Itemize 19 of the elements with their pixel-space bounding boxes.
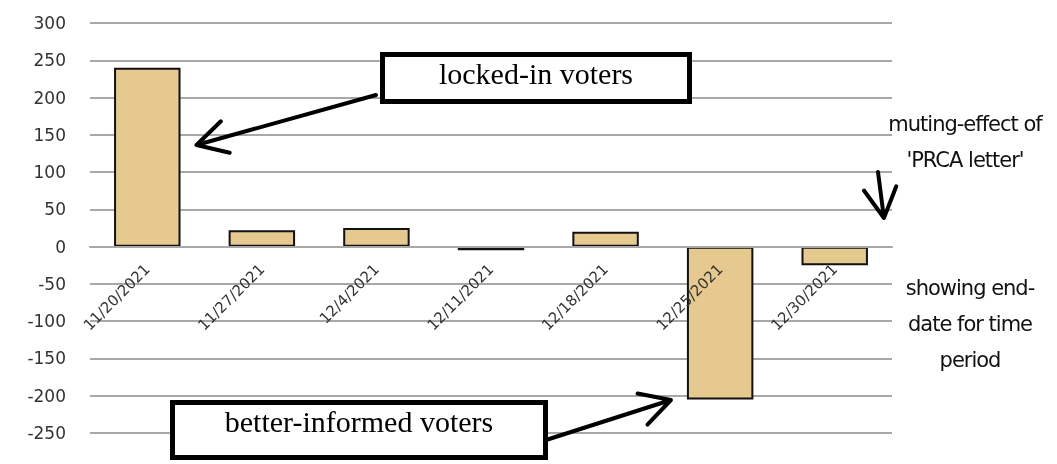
bar [114,67,181,247]
y-tick-label: -200 [27,385,66,406]
annotation: muting-effect of 'PRCA letter' [887,111,1044,174]
y-tick-label: 250 [33,50,66,71]
y-tick-label: 300 [33,13,66,33]
y-tick-label: 100 [33,162,66,183]
text: showing end-date for time period [905,275,1035,374]
y-tick-label: -50 [38,273,66,294]
y-tick-label: 50 [44,199,66,220]
bar [228,230,296,247]
y-tick-label: 150 [33,124,66,145]
y-tick-label: 0 [55,236,66,257]
y-tick-label: -250 [27,423,66,443]
y-tick-label: -100 [27,311,66,332]
bar [801,246,868,266]
bar [343,228,410,247]
y-tick-label: 200 [33,87,66,108]
y-tick-label: -150 [27,348,66,369]
bar [572,231,639,247]
